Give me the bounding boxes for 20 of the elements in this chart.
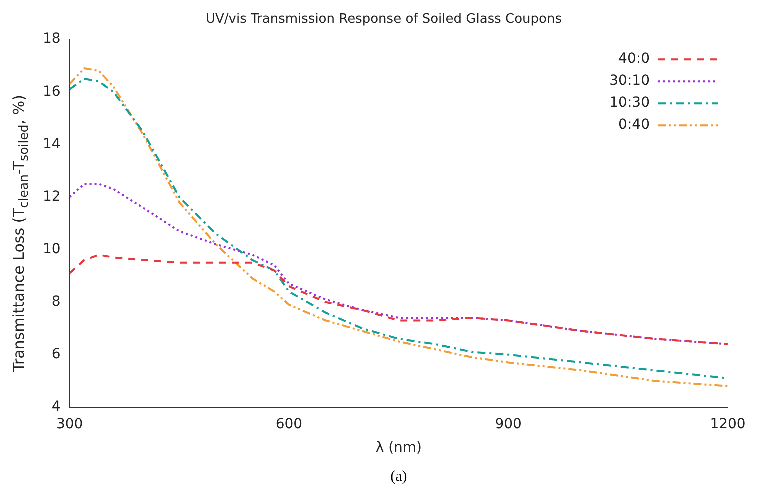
x-tick-label: 1200 bbox=[710, 416, 746, 432]
legend-label: 0:40 bbox=[618, 117, 650, 134]
legend-label: 30:10 bbox=[610, 73, 650, 90]
legend-label: 10:30 bbox=[610, 95, 650, 112]
y-tick-label: 12 bbox=[42, 188, 61, 205]
y-tick-label: 8 bbox=[52, 294, 61, 310]
text: (a) bbox=[390, 469, 408, 485]
x-axis-title: λ (nm) bbox=[376, 440, 422, 456]
line-series bbox=[70, 254, 728, 346]
y-tick-label: 10 bbox=[42, 241, 61, 258]
y-tick-label: 4 bbox=[52, 399, 61, 416]
y-tick-label: 6 bbox=[52, 346, 61, 362]
x-tick-label: 300 bbox=[56, 416, 84, 432]
legend-label: 40:0 bbox=[618, 51, 650, 68]
y-tick-label: 18 bbox=[42, 31, 61, 48]
y-tick-label: 14 bbox=[42, 136, 61, 152]
y-tick-label: 16 bbox=[42, 84, 61, 100]
x-tick-label: 600 bbox=[276, 416, 303, 432]
chart-title: UV/vis Transmission Response of Soiled Glass Coupons bbox=[206, 12, 562, 28]
x-tick-label: 900 bbox=[495, 416, 522, 432]
